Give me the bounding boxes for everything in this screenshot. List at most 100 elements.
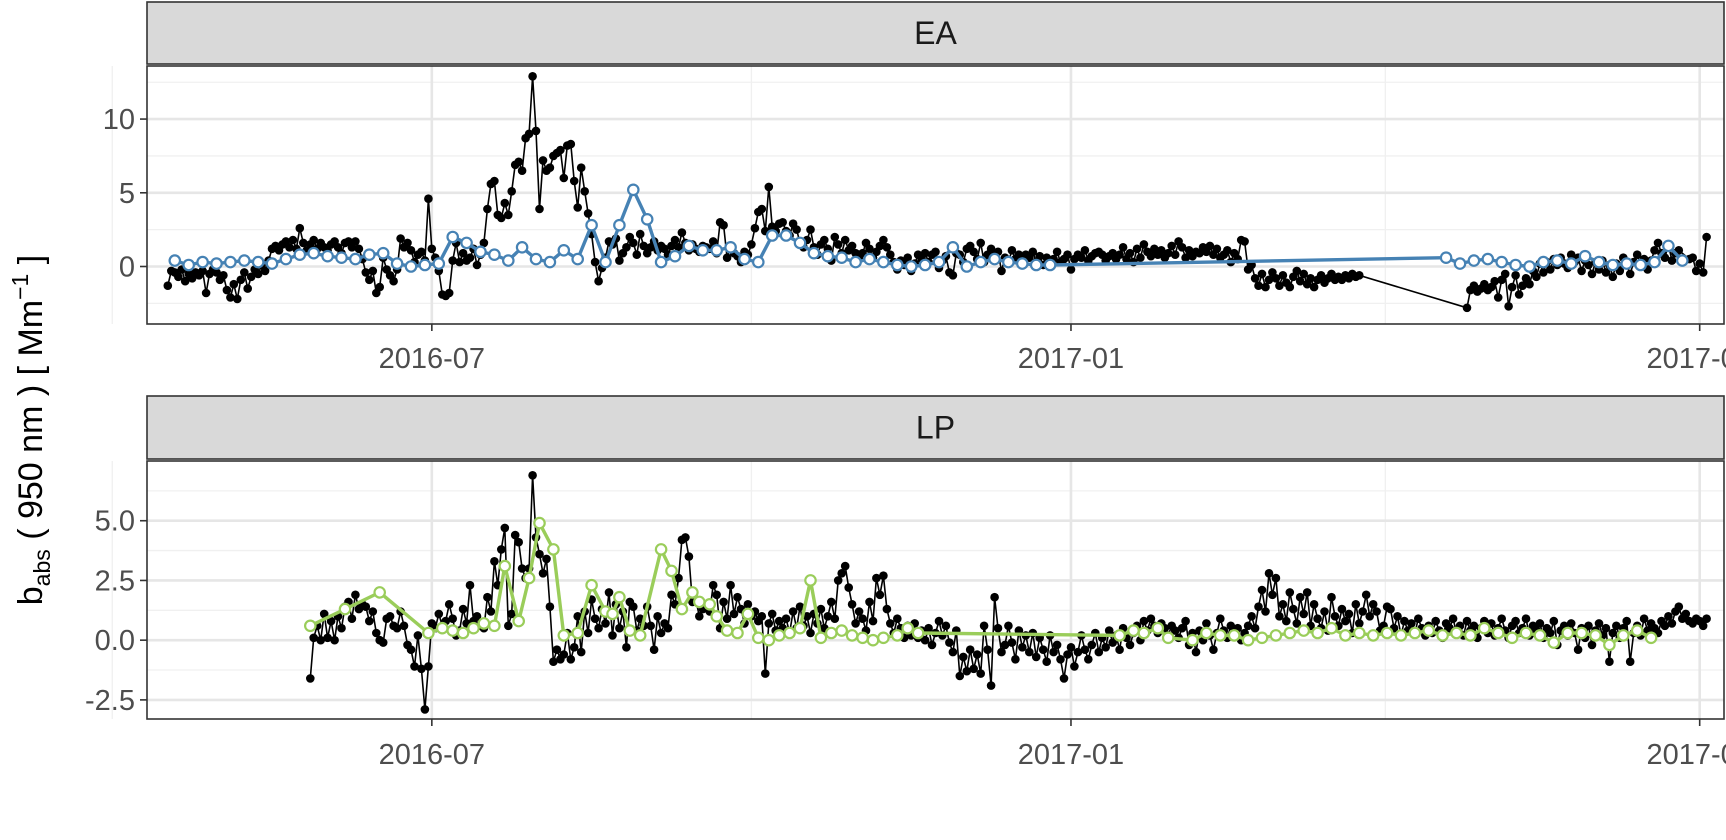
daily-data-point [858, 614, 867, 623]
daily-data-point [778, 218, 787, 227]
y-axis-title-end: ] [12, 255, 50, 274]
weekly-data-point [1523, 260, 1536, 273]
weekly-data-point [1509, 258, 1522, 272]
daily-data-point [198, 266, 207, 276]
daily-data-point [1066, 643, 1076, 652]
daily-data-point [583, 209, 593, 218]
weekly-data-point [613, 590, 626, 604]
daily-data-point [764, 619, 774, 628]
weekly-data-point [696, 244, 710, 257]
daily-data-point [629, 238, 638, 248]
weekly-data-point [1269, 629, 1283, 642]
daily-data-point [299, 238, 308, 248]
daily-data-point [993, 623, 1003, 633]
daily-data-point [590, 257, 600, 267]
daily-data-point [1018, 643, 1027, 652]
y-tick-label: -2.5 [85, 685, 135, 717]
daily-data-point [372, 628, 381, 638]
daily-data-point [319, 609, 329, 619]
daily-data-point [1007, 638, 1017, 647]
daily-data-point [632, 250, 642, 259]
daily-data-point [1500, 269, 1510, 279]
daily-data-point [351, 590, 360, 600]
daily-data-point [979, 621, 989, 631]
weekly-data-point [349, 252, 362, 266]
daily-data-point [997, 266, 1006, 276]
weekly-data-point [633, 629, 647, 642]
daily-data-point [410, 662, 419, 671]
daily-data-point [1295, 592, 1305, 602]
weekly-data-point [446, 624, 459, 637]
weekly-data-point [675, 602, 689, 616]
weekly-data-point [303, 619, 317, 633]
daily-data-point [504, 210, 513, 220]
daily-data-point [986, 244, 996, 254]
daily-data-point [1042, 657, 1051, 666]
weekly-data-point [362, 248, 376, 261]
daily-data-point [976, 238, 985, 248]
daily-data-point [1355, 619, 1364, 628]
weekly-data-point [692, 595, 706, 609]
daily-data-point [1063, 650, 1072, 659]
daily-data-point [309, 235, 319, 245]
daily-data-point [1535, 619, 1545, 628]
daily-data-point [806, 225, 815, 234]
daily-data-point [1518, 281, 1527, 291]
daily-data-point [549, 657, 558, 666]
weekly-data-point [665, 564, 678, 578]
weekly-data-point [210, 257, 223, 270]
daily-data-point [1170, 250, 1180, 259]
daily-data-point [816, 604, 826, 614]
daily-data-point [538, 569, 548, 578]
daily-data-point [1351, 600, 1361, 609]
daily-data-point [403, 238, 412, 248]
daily-data-point [986, 681, 996, 690]
weekly-data-point [1151, 621, 1165, 635]
weekly-data-point [703, 597, 716, 611]
daily-data-point [174, 272, 183, 282]
daily-data-point [1146, 251, 1156, 261]
weekly-data-point [529, 252, 543, 266]
daily-data-point [1393, 612, 1402, 621]
daily-data-point [1625, 269, 1635, 279]
daily-data-point [972, 650, 982, 659]
daily-data-point [535, 549, 544, 559]
daily-data-point [827, 597, 836, 607]
weekly-data-point [571, 252, 584, 266]
daily-data-point [1608, 628, 1618, 638]
daily-data-point [483, 592, 492, 602]
y-axis-title-middle: ( 950 nm ) [ Mm [12, 300, 50, 549]
weekly-data-point [845, 629, 859, 642]
daily-data-point [1587, 640, 1597, 650]
y-tick-label: 2.5 [95, 565, 135, 597]
weekly-data-point [515, 241, 529, 254]
weekly-data-point [835, 251, 848, 265]
daily-data-point [1584, 260, 1593, 270]
daily-data-point [945, 638, 954, 647]
daily-data-point [1507, 282, 1517, 292]
daily-data-point [684, 552, 694, 561]
daily-data-point [1330, 612, 1340, 621]
daily-data-point [573, 203, 582, 212]
daily-data-point [1163, 248, 1173, 258]
weekly-data-point [404, 260, 418, 273]
daily-data-point [1653, 238, 1663, 248]
daily-data-point [646, 621, 655, 631]
daily-data-point [253, 269, 263, 279]
weekly-data-point [498, 559, 512, 573]
daily-data-point [1177, 243, 1187, 252]
weekly-data-point [1662, 239, 1675, 253]
daily-data-point [448, 256, 458, 265]
daily-data-point [392, 623, 402, 633]
daily-data-point [1681, 609, 1691, 619]
daily-data-point [1355, 271, 1364, 280]
weekly-data-point [1353, 626, 1366, 640]
facet-strip-label: LP [916, 410, 955, 446]
daily-data-point [1052, 640, 1062, 650]
daily-data-point [1285, 588, 1295, 597]
daily-data-point [757, 204, 767, 214]
daily-data-point [840, 561, 850, 571]
weekly-data-point [866, 633, 880, 647]
daily-data-point [385, 612, 395, 621]
weekly-data-point [710, 609, 723, 623]
